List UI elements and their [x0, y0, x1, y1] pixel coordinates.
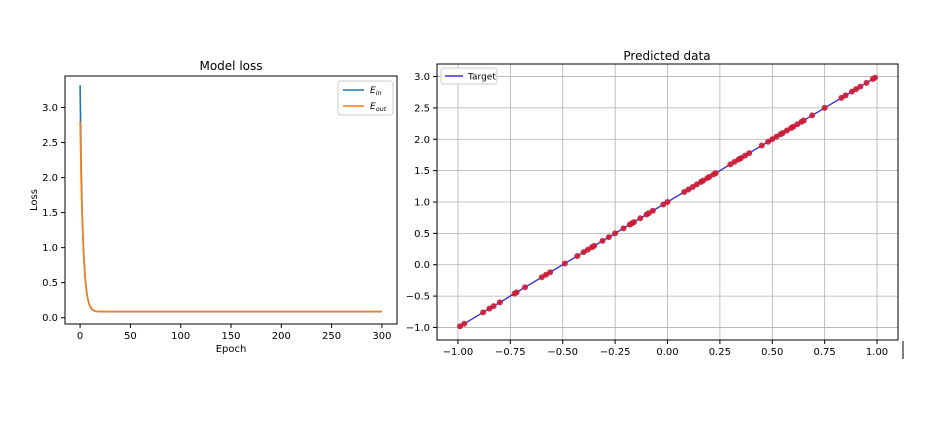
- prediction-point: [712, 170, 719, 177]
- y-tick-label: 0.5: [414, 229, 430, 240]
- legend-eout-label: Eout: [370, 102, 387, 113]
- pred-chart-title: Predicted data: [623, 49, 710, 63]
- y-tick-label: 0.0: [42, 313, 58, 324]
- x-tick-label: −0.25: [600, 347, 631, 358]
- x-tick-label: 0.25: [709, 347, 731, 358]
- prediction-point: [863, 79, 870, 86]
- prediction-point: [857, 83, 864, 90]
- y-tick-label: 2.0: [414, 135, 430, 146]
- loss-xlabel: Epoch: [216, 344, 247, 355]
- prediction-point: [490, 303, 497, 310]
- prediction-point: [664, 199, 671, 205]
- x-tick-label: 0: [77, 331, 83, 342]
- x-tick-label: 50: [124, 331, 137, 342]
- loss-ticks: 0 50 100 150 200 250 300 0.0 0.5 1.0 1.5 2.0 2.5 3.0: [42, 103, 391, 342]
- pred-plot-area: [457, 74, 878, 330]
- series-line-e-out: [79, 121, 382, 313]
- x-tick-label: −0.50: [547, 347, 578, 358]
- y-tick-label: 1.5: [42, 208, 58, 219]
- prediction-point: [561, 260, 568, 267]
- x-tick-label: 150: [221, 331, 240, 342]
- prediction-point: [522, 284, 529, 291]
- prediction-point: [821, 104, 828, 111]
- prediction-point: [620, 225, 627, 232]
- legend-target-label: Target: [467, 73, 496, 83]
- loss-plot-area: [79, 85, 382, 313]
- loss-chart: Model loss 0 50 100 150 200 250 300 0.0 0.5 1.0 1.…: [29, 59, 398, 355]
- y-tick-label: 0.5: [42, 278, 58, 289]
- pred-legend: Target: [440, 67, 498, 85]
- prediction-point: [461, 320, 468, 327]
- x-tick-label: 250: [322, 331, 341, 342]
- prediction-point: [871, 74, 878, 81]
- x-tick-label: 0.75: [814, 347, 836, 358]
- x-tick-label: 300: [372, 331, 391, 342]
- prediction-point: [605, 234, 612, 241]
- prediction-point: [547, 269, 554, 276]
- loss-legend: Ein Eout: [337, 80, 394, 116]
- y-tick-label: 3.0: [414, 72, 430, 83]
- prediction-point: [637, 215, 644, 222]
- y-tick-label: 1.0: [42, 243, 58, 254]
- x-tick-label: 0.50: [761, 347, 783, 358]
- y-tick-label: 2.0: [42, 173, 58, 184]
- y-tick-label: 2.5: [414, 103, 430, 114]
- prediction-point: [746, 150, 753, 157]
- loss-ylabel: Loss: [29, 189, 40, 211]
- pred-ticks: −1.00 −0.75 −0.50 −0.25 0.00 0.25 0.50 0.75 1.00…: [406, 72, 888, 358]
- x-tick-label: −1.00: [443, 347, 474, 358]
- prediction-point: [574, 252, 581, 259]
- prediction-point: [496, 299, 503, 306]
- y-tick-label: 1.5: [414, 166, 430, 177]
- prediction-point: [800, 117, 807, 124]
- x-tick-label: 0.00: [656, 347, 678, 358]
- y-tick-label: −1.0: [406, 323, 430, 334]
- prediction-point: [599, 237, 606, 244]
- y-tick-label: 2.5: [42, 138, 58, 149]
- prediction-point: [591, 242, 598, 249]
- prediction-point: [480, 309, 487, 316]
- prediction-point: [758, 142, 765, 149]
- pred-legend-box: [440, 67, 498, 85]
- x-tick-label: 200: [272, 331, 291, 342]
- prediction-point: [649, 207, 656, 214]
- prediction-point: [630, 219, 637, 226]
- prediction-point: [513, 289, 520, 296]
- pred-chart: Predicted data −1.00 −0.75 −0.50 −0.25 0.00 0…: [406, 49, 899, 358]
- y-tick-label: 1.0: [414, 198, 430, 209]
- x-tick-label: −0.75: [495, 347, 526, 358]
- y-tick-label: 0.0: [414, 260, 430, 271]
- prediction-point: [809, 112, 816, 119]
- x-tick-label: 1.00: [866, 347, 888, 358]
- legend-ein-label: Ein: [370, 86, 382, 97]
- y-tick-label: 3.0: [42, 103, 58, 114]
- loss-chart-title: Model loss: [199, 59, 262, 73]
- y-tick-label: −0.5: [406, 292, 430, 303]
- x-tick-label: 100: [171, 331, 190, 342]
- prediction-point: [612, 230, 619, 237]
- series-line-e-in: [79, 85, 382, 313]
- prediction-point: [842, 92, 849, 99]
